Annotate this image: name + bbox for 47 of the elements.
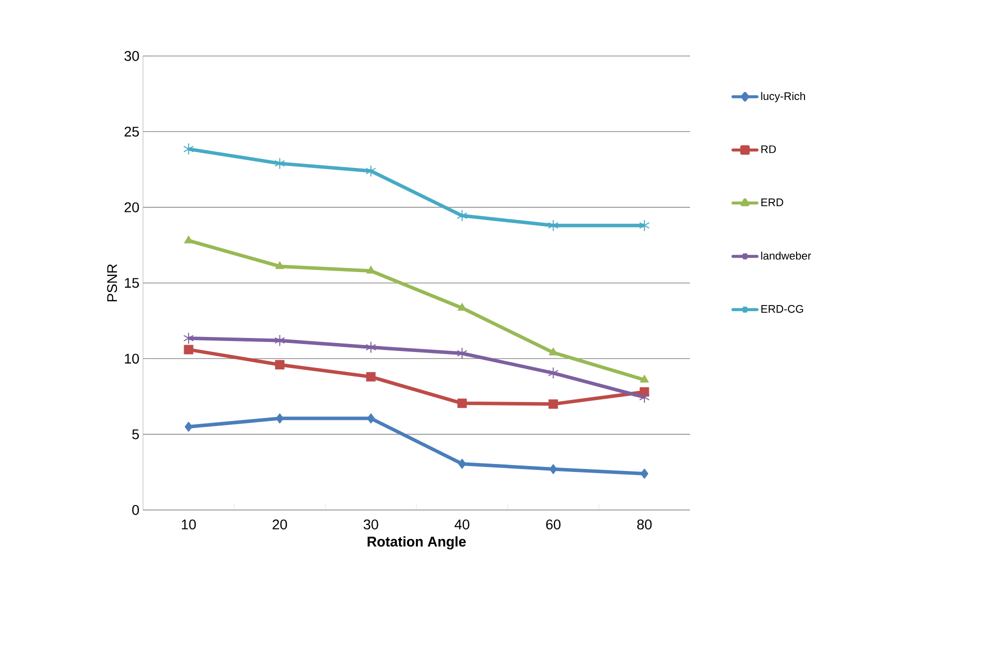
x-tick-label: 60	[546, 520, 560, 530]
point	[184, 344, 194, 354]
y-tick-label: 10	[124, 354, 139, 364]
y-tick-label: 20	[124, 202, 139, 212]
point	[639, 391, 650, 404]
point	[275, 261, 284, 270]
point	[548, 219, 559, 232]
point	[457, 398, 467, 408]
legend-label: ERD	[761, 198, 784, 206]
x-tick-label: 80	[637, 520, 652, 530]
y-axis-title: PSNR	[107, 264, 118, 302]
y-tick-label: 5	[132, 429, 139, 440]
y-tick-label: 30	[124, 51, 139, 61]
legend-label: ERD-CG	[761, 305, 804, 313]
point	[274, 157, 286, 170]
point	[640, 374, 649, 383]
y-tick-label: 0	[132, 505, 139, 515]
x-tick-label: 40	[454, 520, 470, 530]
point	[456, 210, 468, 222]
y-tick-label: 25	[124, 126, 139, 137]
point	[183, 143, 194, 156]
point	[275, 360, 284, 370]
point	[366, 341, 376, 354]
point	[458, 458, 466, 469]
point	[274, 334, 286, 346]
x-axis-title: Rotation Angle	[368, 536, 466, 550]
point	[276, 413, 284, 424]
point	[548, 367, 559, 380]
y-tick-label: 15	[124, 278, 139, 288]
x-tick-label: 30	[364, 520, 378, 530]
point	[366, 372, 376, 382]
legend-label: lucy-Rich	[761, 92, 805, 102]
point	[366, 165, 376, 178]
point	[456, 347, 468, 360]
legend-label: landweber	[761, 252, 812, 260]
point	[640, 468, 648, 479]
point	[183, 332, 194, 344]
point	[367, 413, 375, 424]
point	[184, 422, 192, 432]
legend-label: RD	[761, 145, 776, 154]
point	[639, 219, 650, 232]
point	[184, 235, 194, 244]
point	[548, 347, 558, 356]
x-tick-label: 20	[272, 520, 287, 530]
x-tick-label: 10	[182, 520, 196, 530]
point	[549, 464, 558, 474]
point	[548, 399, 558, 409]
